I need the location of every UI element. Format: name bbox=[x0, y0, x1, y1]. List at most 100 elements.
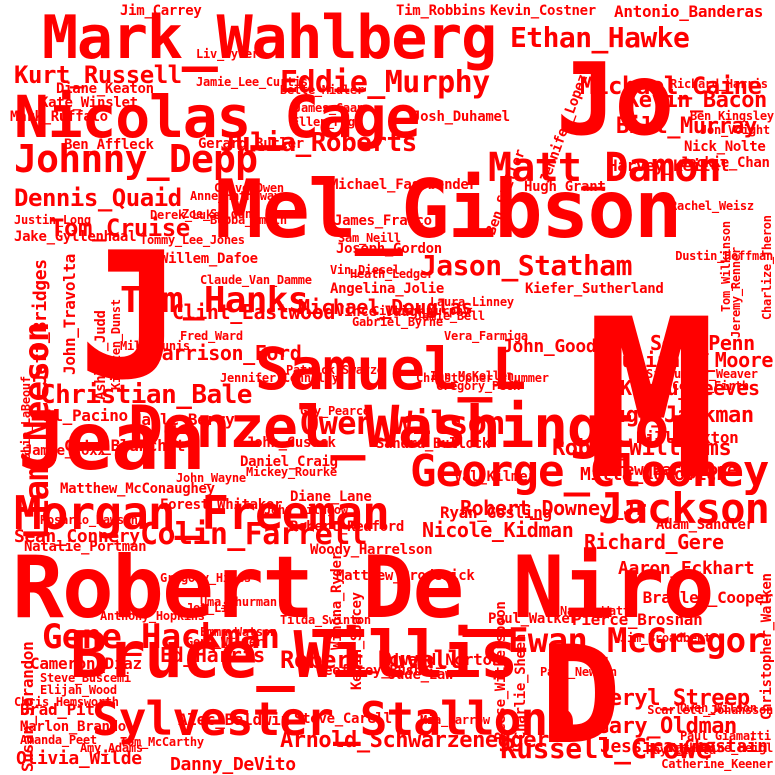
cloud-word: Mel_Gibson bbox=[215, 163, 682, 256]
cloud-word: Robin_Williams bbox=[552, 436, 732, 461]
cloud-word: Uma_Thurman bbox=[200, 595, 277, 609]
cloud-word: Jackson bbox=[598, 484, 770, 533]
cloud-word: Jude_Law bbox=[388, 667, 454, 683]
cloud-word: Jackie_Chan bbox=[680, 155, 770, 171]
cloud-word: Russell_Crowe bbox=[500, 732, 712, 765]
cloud-word: Al_Pacino bbox=[44, 406, 128, 425]
cloud-word: Jim_Broadbent bbox=[620, 631, 711, 645]
cloud-word: Val_Kilmer bbox=[454, 469, 536, 485]
cloud-word: Bubba_Smith bbox=[210, 213, 287, 227]
cloud-word: Ashley_Judd bbox=[93, 310, 109, 400]
cloud-word: Brad_Pitt bbox=[20, 700, 104, 719]
cloud-word: Jon_Voight bbox=[700, 123, 770, 137]
cloud-word: Denzel_Washington bbox=[128, 393, 703, 461]
cloud-word: Bradley_Cooper bbox=[642, 588, 774, 607]
cloud-word: Sean_Penn bbox=[650, 331, 755, 355]
cloud-word: Jeff_Bridges bbox=[30, 259, 51, 385]
cloud-word: Heath_Ledger bbox=[350, 267, 434, 281]
cloud-word: Antonio_Banderas bbox=[614, 2, 764, 21]
cloud-word: Angelina_Jolie bbox=[330, 281, 445, 297]
cloud-word: Jamie_Bell bbox=[415, 309, 485, 323]
cloud-word: Colin_Farrell bbox=[140, 517, 368, 552]
cloud-word: Jennifer_Connelly bbox=[220, 371, 339, 385]
cloud-word: Katherine_Heigl bbox=[668, 741, 773, 755]
cloud-word: Bette_Midler bbox=[280, 83, 364, 97]
cloud-word: Jim_Carrey bbox=[120, 3, 202, 19]
cloud-word: John_Goodman bbox=[502, 336, 628, 357]
cloud-word: Woody_Harrelson bbox=[310, 542, 433, 558]
cloud-word: Jamie_Foxx bbox=[24, 443, 106, 459]
cloud-word: Tilda_Swinton bbox=[280, 613, 371, 627]
cloud-word: Reese_Witherspoon bbox=[493, 601, 509, 740]
cloud-word: Hugh_Grant bbox=[524, 179, 606, 195]
cloud-word: Paul_Walker bbox=[488, 611, 578, 627]
cloud-word: Dennis_Quaid bbox=[14, 184, 182, 212]
cloud-word: Mila_Kunis bbox=[120, 339, 190, 353]
cloud-word: Tom_Hanks bbox=[120, 280, 309, 321]
cloud-word: Cameron_Diaz bbox=[30, 654, 142, 673]
cloud-word: Bill_Paxton bbox=[636, 428, 739, 447]
cloud-word: Mark_Wahlberg bbox=[42, 3, 497, 73]
cloud-word: Geoffrey_Rush bbox=[316, 663, 422, 679]
cloud-word: Justin_Long bbox=[14, 213, 91, 227]
cloud-word: Liv_Tyler bbox=[196, 47, 259, 61]
cloud-word: Kiefer_Sutherland bbox=[525, 281, 664, 297]
cloud-word: Forest_Whitaker bbox=[160, 497, 283, 513]
cloud-word: Derek_Luke bbox=[150, 208, 220, 222]
cloud-word: Julianne_Moore bbox=[610, 348, 773, 372]
cloud-word: Kevin_Costner bbox=[490, 3, 596, 19]
cloud-word: Harrison_Ford bbox=[150, 341, 302, 365]
cloud-word: Joseph_Gordon bbox=[336, 241, 442, 257]
cloud-word: Gerard_Butler bbox=[198, 136, 304, 152]
cloud-word: Ray_Liotta bbox=[646, 743, 716, 757]
cloud-word: Christopher_Walken bbox=[759, 573, 775, 720]
cloud-word: Bill_Murray bbox=[616, 114, 757, 139]
cloud-word: J bbox=[78, 216, 183, 419]
cloud-word: Tommy_Lee_Jones bbox=[140, 233, 245, 247]
cloud-word: Gabriel_Byrne bbox=[352, 315, 443, 329]
cloud-word: Michael_Douglas bbox=[298, 295, 473, 319]
cloud-word: Diane_Lane bbox=[290, 489, 372, 505]
cloud-word: Robert_Redford bbox=[290, 519, 405, 535]
cloud-word: Josh_Duhamel bbox=[412, 109, 510, 125]
cloud-word: Edward_Norton bbox=[380, 650, 502, 669]
cloud-word: Jamie_Lee_Curtis bbox=[196, 75, 308, 89]
cloud-word: Ryan_Gosling bbox=[440, 503, 552, 522]
cloud-word: Matthew_Broderick bbox=[336, 568, 475, 584]
cloud-word: Gregory_Peck bbox=[436, 379, 520, 393]
cloud-word: Kurt_Russell bbox=[14, 61, 182, 89]
cloud-word: Keanu_Reeves bbox=[620, 376, 760, 400]
cloud-word: Sam_Neill bbox=[338, 231, 401, 245]
cloud-word: Diane_Keaton bbox=[56, 81, 154, 97]
cloud-word: Tom_McCarthy bbox=[120, 735, 204, 749]
cloud-word: Rosario_Dawson bbox=[40, 513, 138, 527]
cloud-word: Jo bbox=[556, 41, 674, 158]
cloud-word: Nicolas_Cage bbox=[14, 83, 420, 151]
cloud-word: Sandra_Bullock bbox=[376, 436, 491, 452]
cloud-word: Olivia_Wilde bbox=[16, 748, 142, 769]
cloud-word: Charlize_Theron bbox=[760, 215, 774, 320]
cloud-word: Ed_Harris bbox=[160, 643, 265, 667]
cloud-word: Tim_Robbins bbox=[396, 3, 486, 19]
cloud-word: Vera_Farmiga bbox=[444, 329, 528, 343]
cloud-word: Robert_Downey_Jr bbox=[460, 496, 647, 520]
cloud-word: Elijah_Wood bbox=[40, 683, 117, 697]
cloud-word: M bbox=[585, 272, 717, 528]
cloud-word: Aaron_Eckhart bbox=[618, 558, 755, 579]
cloud-word: Jessica_Chastain bbox=[600, 736, 768, 757]
cloud-word: Gary_Oldman bbox=[596, 714, 737, 739]
cloud-word: Jean bbox=[18, 395, 206, 488]
cloud-word: Christopher_Plummer bbox=[416, 371, 549, 385]
cloud-word: Laura_Linney bbox=[430, 295, 514, 309]
cloud-word: Morgan_Freeman bbox=[14, 486, 390, 540]
cloud-word: Guy_Pearce bbox=[300, 404, 370, 418]
cloud-word: Nicole_Kidman bbox=[422, 518, 574, 542]
cloud-word: Adam_Sandler bbox=[656, 517, 754, 533]
cloud-word: Tom_Wilkinson bbox=[719, 221, 733, 312]
cloud-word: Cate_Blanchett bbox=[64, 436, 195, 455]
cloud-word: Michael_Caine bbox=[580, 72, 762, 100]
cloud-word: George_Clooney bbox=[410, 446, 769, 497]
cloud-word: Ethan_Hawke bbox=[510, 21, 690, 54]
cloud-word: Zoe_Saldana bbox=[182, 207, 259, 221]
